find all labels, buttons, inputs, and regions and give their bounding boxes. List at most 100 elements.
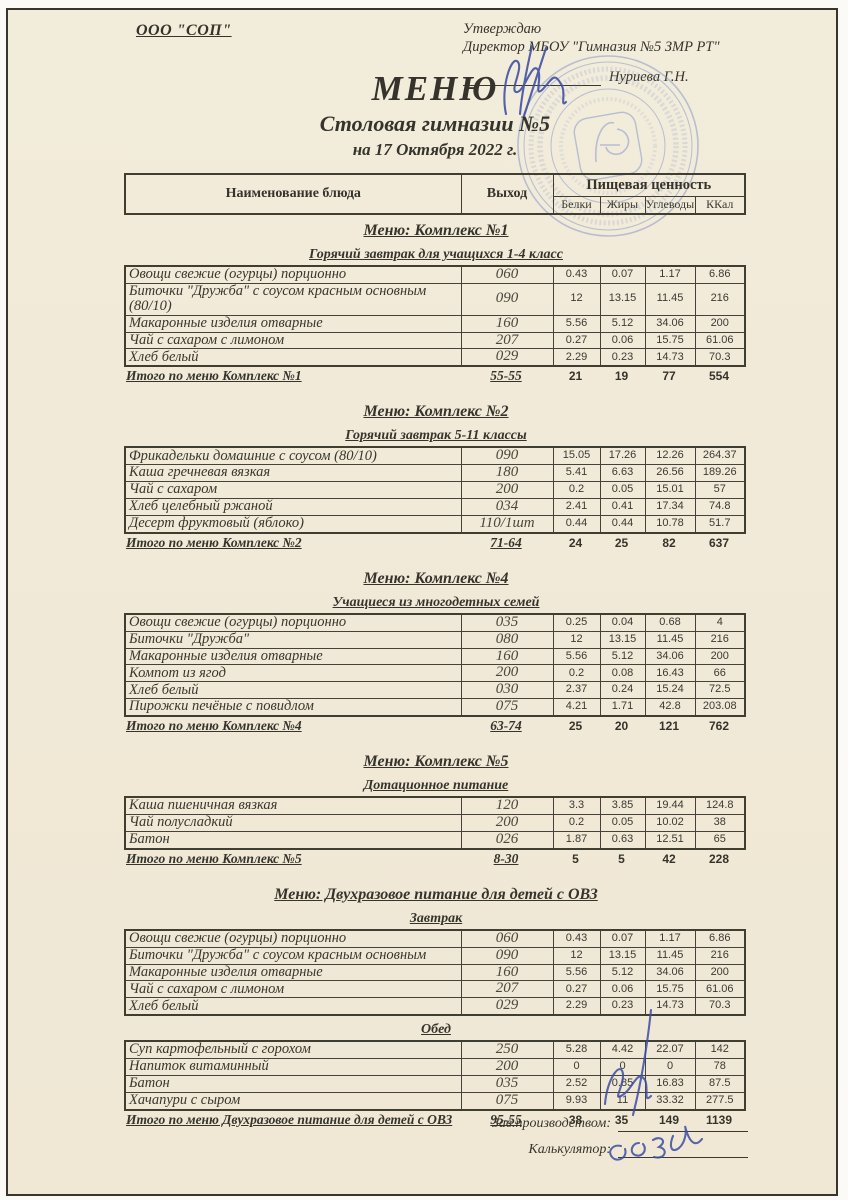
portion-size: 035 (460, 1074, 554, 1093)
menu-table: Овощи свежие (огурцы) порционно 060 0.43 0.… (124, 265, 746, 368)
menu-table: Фрикадельки домашние с соусом (80/10) 090… (124, 446, 746, 534)
nutrition-value: 200 (694, 314, 746, 333)
total-row: Итого по меню Комплекс №2 71-64 24 25 82 637 (124, 535, 748, 551)
nutrition-value: 124.8 (694, 796, 746, 815)
nutrition-value: 216 (694, 946, 746, 965)
nutrition-value: 70.3 (694, 997, 746, 1016)
nutrition-value: 0 (599, 1058, 646, 1076)
dish-name: Хлеб белый (124, 681, 462, 700)
nutrition-value: 14.73 (644, 348, 696, 367)
total-value: 762 (708, 719, 730, 734)
nutrition-value: 5.56 (552, 647, 601, 666)
nutrition-value: 72.5 (694, 681, 746, 700)
nutrition-value: 61.06 (694, 331, 746, 350)
menu-row: Хачапури с сыром 075 9.93 11 33.32 277.5 (124, 1091, 746, 1111)
total-value: 21 (568, 369, 583, 384)
nutrition-value: 0.63 (599, 830, 646, 850)
total-value: 5 (572, 851, 579, 866)
nutrition-value: 12.51 (644, 830, 696, 850)
col-header-dish: Наименование блюда (124, 173, 462, 215)
nutrition-value: 2.29 (552, 348, 601, 367)
nutrition-value: 15.75 (644, 980, 696, 999)
menu-row: Напиток витаминный 200 0 0 0 78 (124, 1058, 746, 1076)
nutrition-value: 200 (694, 647, 746, 666)
group-subtitle: Горячий завтрак 5-11 классы (345, 428, 527, 444)
nutrition-value: 74.8 (694, 497, 746, 516)
nutrition-value: 0.2 (552, 664, 601, 683)
total-value: 24 (568, 535, 583, 550)
group-subtitle: Учащиеся из многодетных семей (332, 594, 540, 610)
menu-row: Макаронные изделия отварные 160 5.56 5.12 34… (124, 314, 746, 333)
nutrition-value: 3.85 (599, 796, 646, 815)
nutrition-value: 12.26 (644, 446, 696, 466)
menu-content: Наименование блюда Выход Пищевая ценност… (124, 173, 748, 1128)
nutrition-value: 22.07 (644, 1040, 696, 1060)
menu-row: Батон 026 1.87 0.63 12.51 65 (124, 830, 746, 850)
dish-name: Хлеб белый (124, 997, 462, 1016)
total-portion: 55-55 (490, 368, 522, 384)
nutrition-value: 57 (694, 481, 746, 499)
menu-table: Овощи свежие (огурцы) порционно 060 0.43 0.… (124, 928, 746, 1017)
nutrition-value: 19.44 (644, 796, 696, 815)
dish-name: Макаронные изделия отварные (124, 647, 462, 666)
dish-name: Овощи свежие (огурцы) порционно (124, 613, 462, 632)
nutrition-value: 17.26 (599, 446, 646, 466)
portion-size: 160 (460, 647, 554, 666)
total-value: 228 (708, 851, 730, 866)
nutrition-value: 15.75 (644, 331, 696, 350)
portion-size: 029 (460, 348, 554, 367)
dish-name: Каша пшеничная вязкая (124, 796, 462, 815)
menu-row: Хлеб белый 029 2.29 0.23 14.73 70.3 (124, 997, 746, 1016)
menu-row: Хлеб белый 029 2.29 0.23 14.73 70.3 (124, 348, 746, 367)
total-value: 35 (614, 1112, 629, 1127)
nutrition-value: 0.27 (552, 980, 601, 999)
page-subtitle: Столовая гимназии №5 (319, 111, 551, 136)
menu-row: Фрикадельки домашние с соусом (80/10) 090… (124, 446, 746, 466)
nutrition-value: 78 (694, 1058, 746, 1076)
nutrition-value: 277.5 (694, 1091, 746, 1111)
nutrition-value: 0.23 (599, 997, 646, 1016)
col-header-nutrition: Пищевая ценность (552, 173, 746, 197)
menu-row: Чай с сахаром с лимоном 207 0.27 0.06 15.75 6… (124, 331, 746, 350)
portion-size: 090 (460, 446, 554, 466)
nutrition-value: 5.12 (599, 647, 646, 666)
total-label: Итого по меню Двухразовое питание для де… (126, 1111, 453, 1127)
section-title: Меню: Комплекс №1 (363, 222, 509, 239)
total-value: 42 (662, 851, 676, 866)
dish-name: Десерт фруктовый (яблоко) (124, 514, 462, 534)
portion-size: 075 (460, 1091, 554, 1111)
total-portion: 8-30 (493, 850, 519, 866)
col-header-protein: Белки (552, 195, 601, 215)
nutrition-value: 0.06 (599, 980, 646, 999)
nutrition-value: 0.2 (552, 481, 601, 499)
nutrition-value: 15.05 (552, 446, 601, 466)
nutrition-value: 203.08 (694, 698, 746, 717)
nutrition-value: 0.25 (552, 613, 601, 632)
menu-row: Биточки "Дружба" с соусом красным основн… (124, 946, 746, 965)
org-name: ООО "СОП" (136, 22, 232, 39)
group-subtitle: Обед (421, 1022, 451, 1038)
group-subtitle: Горячий завтрак для учащихся 1-4 класс (309, 247, 563, 262)
dish-name: Батон (124, 830, 462, 850)
dish-name: Чай с сахаром с лимоном (124, 331, 462, 350)
menu-row: Десерт фруктовый (яблоко) 110/1шт 0.44 0.44… (124, 514, 746, 534)
dish-name: Компот из ягод (124, 664, 462, 683)
nutrition-value: 70.3 (694, 348, 746, 367)
total-label: Итого по меню Комплекс №5 (126, 850, 302, 866)
menu-row: Суп картофельный с горохом 250 5.28 4.42 22.… (124, 1040, 746, 1060)
nutrition-value: 189.26 (694, 464, 746, 483)
dish-name: Хлеб целебный ржаной (124, 497, 462, 516)
nutrition-value: 4 (694, 613, 746, 632)
col-header-fat: Жиры (599, 195, 646, 215)
nutrition-value: 16.43 (644, 664, 696, 683)
group-subtitle: Завтрак (409, 910, 463, 926)
portion-size: 160 (460, 314, 554, 333)
nutrition-value: 2.37 (552, 681, 601, 700)
nutrition-value: 0.05 (599, 813, 646, 832)
nutrition-value: 200 (694, 963, 746, 982)
nutrition-value: 216 (694, 630, 746, 649)
portion-size: 200 (460, 1058, 554, 1076)
menu-row: Хлеб белый 030 2.37 0.24 15.24 72.5 (124, 681, 746, 700)
nutrition-value: 0.43 (552, 265, 601, 284)
menu-row: Биточки "Дружба" 080 12 13.15 11.45 216 (124, 630, 746, 649)
